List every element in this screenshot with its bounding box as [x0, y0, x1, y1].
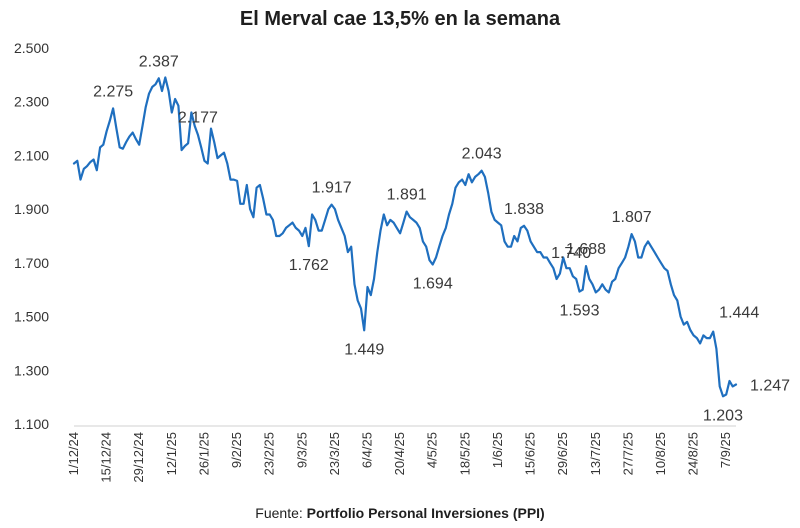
data-label: 2.177: [178, 110, 218, 127]
x-tick-label: 15/6/25: [523, 432, 538, 475]
x-tick-label: 18/5/25: [457, 432, 472, 475]
source-note: Fuente: Portfolio Personal Inversiones (…: [0, 505, 800, 521]
x-tick-label: 9/3/25: [294, 432, 309, 468]
data-label: 2.043: [462, 146, 502, 163]
source-name: Portfolio Personal Inversiones (PPI): [306, 505, 545, 521]
data-label: 1.917: [312, 180, 352, 197]
y-tick-label: 2.100: [14, 147, 49, 163]
data-labels: 2.275 2.387 2.177 1.917 1.762 1.891 1.449 1.694…: [93, 53, 790, 424]
y-axis: 1.100 1.300 1.500 1.700 1.900 2.100 2.300 2.500: [14, 40, 49, 432]
data-label: 1.762: [289, 257, 329, 274]
y-tick-label: 2.500: [14, 40, 49, 56]
x-tick-label: 7/9/25: [718, 432, 733, 468]
data-label: 1.203: [703, 407, 743, 424]
x-axis: 1/12/24 15/12/24 29/12/24 12/1/25 26/1/25 9/2…: [66, 425, 736, 483]
data-label: 1.891: [387, 187, 427, 204]
data-label: 2.387: [139, 53, 179, 70]
y-tick-label: 1.700: [14, 255, 49, 271]
x-tick-label: 1/12/24: [66, 432, 81, 475]
x-tick-label: 27/7/25: [620, 432, 635, 475]
data-label: 1.593: [559, 303, 599, 320]
x-tick-label: 9/2/25: [229, 432, 244, 468]
x-tick-label: 6/4/25: [359, 432, 374, 468]
x-tick-label: 15/12/24: [99, 432, 114, 483]
x-tick-label: 10/8/25: [653, 432, 668, 475]
data-label: 1.694: [413, 275, 453, 292]
x-tick-label: 20/4/25: [392, 432, 407, 475]
x-tick-label: 12/1/25: [164, 432, 179, 475]
x-tick-label: 26/1/25: [196, 432, 211, 475]
data-label: 1.740: [551, 245, 591, 262]
data-label: 1.838: [504, 201, 544, 218]
data-label: 1.247: [750, 378, 790, 395]
x-tick-label: 29/6/25: [555, 432, 570, 475]
x-tick-label: 23/3/25: [327, 432, 342, 475]
y-tick-label: 1.100: [14, 416, 49, 432]
y-tick-label: 2.300: [14, 94, 49, 110]
data-label: 1.449: [344, 341, 384, 358]
data-label: 1.444: [719, 305, 759, 322]
y-tick-label: 1.900: [14, 201, 49, 217]
x-tick-label: 4/5/25: [425, 432, 440, 468]
source-prefix: Fuente:: [255, 505, 303, 521]
x-tick-label: 13/7/25: [588, 432, 603, 475]
x-tick-label: 29/12/24: [131, 432, 146, 483]
y-tick-label: 1.500: [14, 309, 49, 325]
chart-title: El Merval cae 13,5% en la semana: [239, 8, 561, 30]
merval-series-line: [72, 76, 738, 398]
data-label: 1.688: [566, 241, 606, 258]
x-tick-label: 23/2/25: [262, 432, 277, 475]
y-tick-label: 1.300: [14, 362, 49, 378]
data-label: 1.807: [612, 209, 652, 226]
x-tick-label: 24/8/25: [686, 432, 701, 475]
series-layer: [72, 76, 738, 398]
data-label: 2.275: [93, 83, 133, 100]
x-tick-label: 1/6/25: [490, 432, 505, 468]
